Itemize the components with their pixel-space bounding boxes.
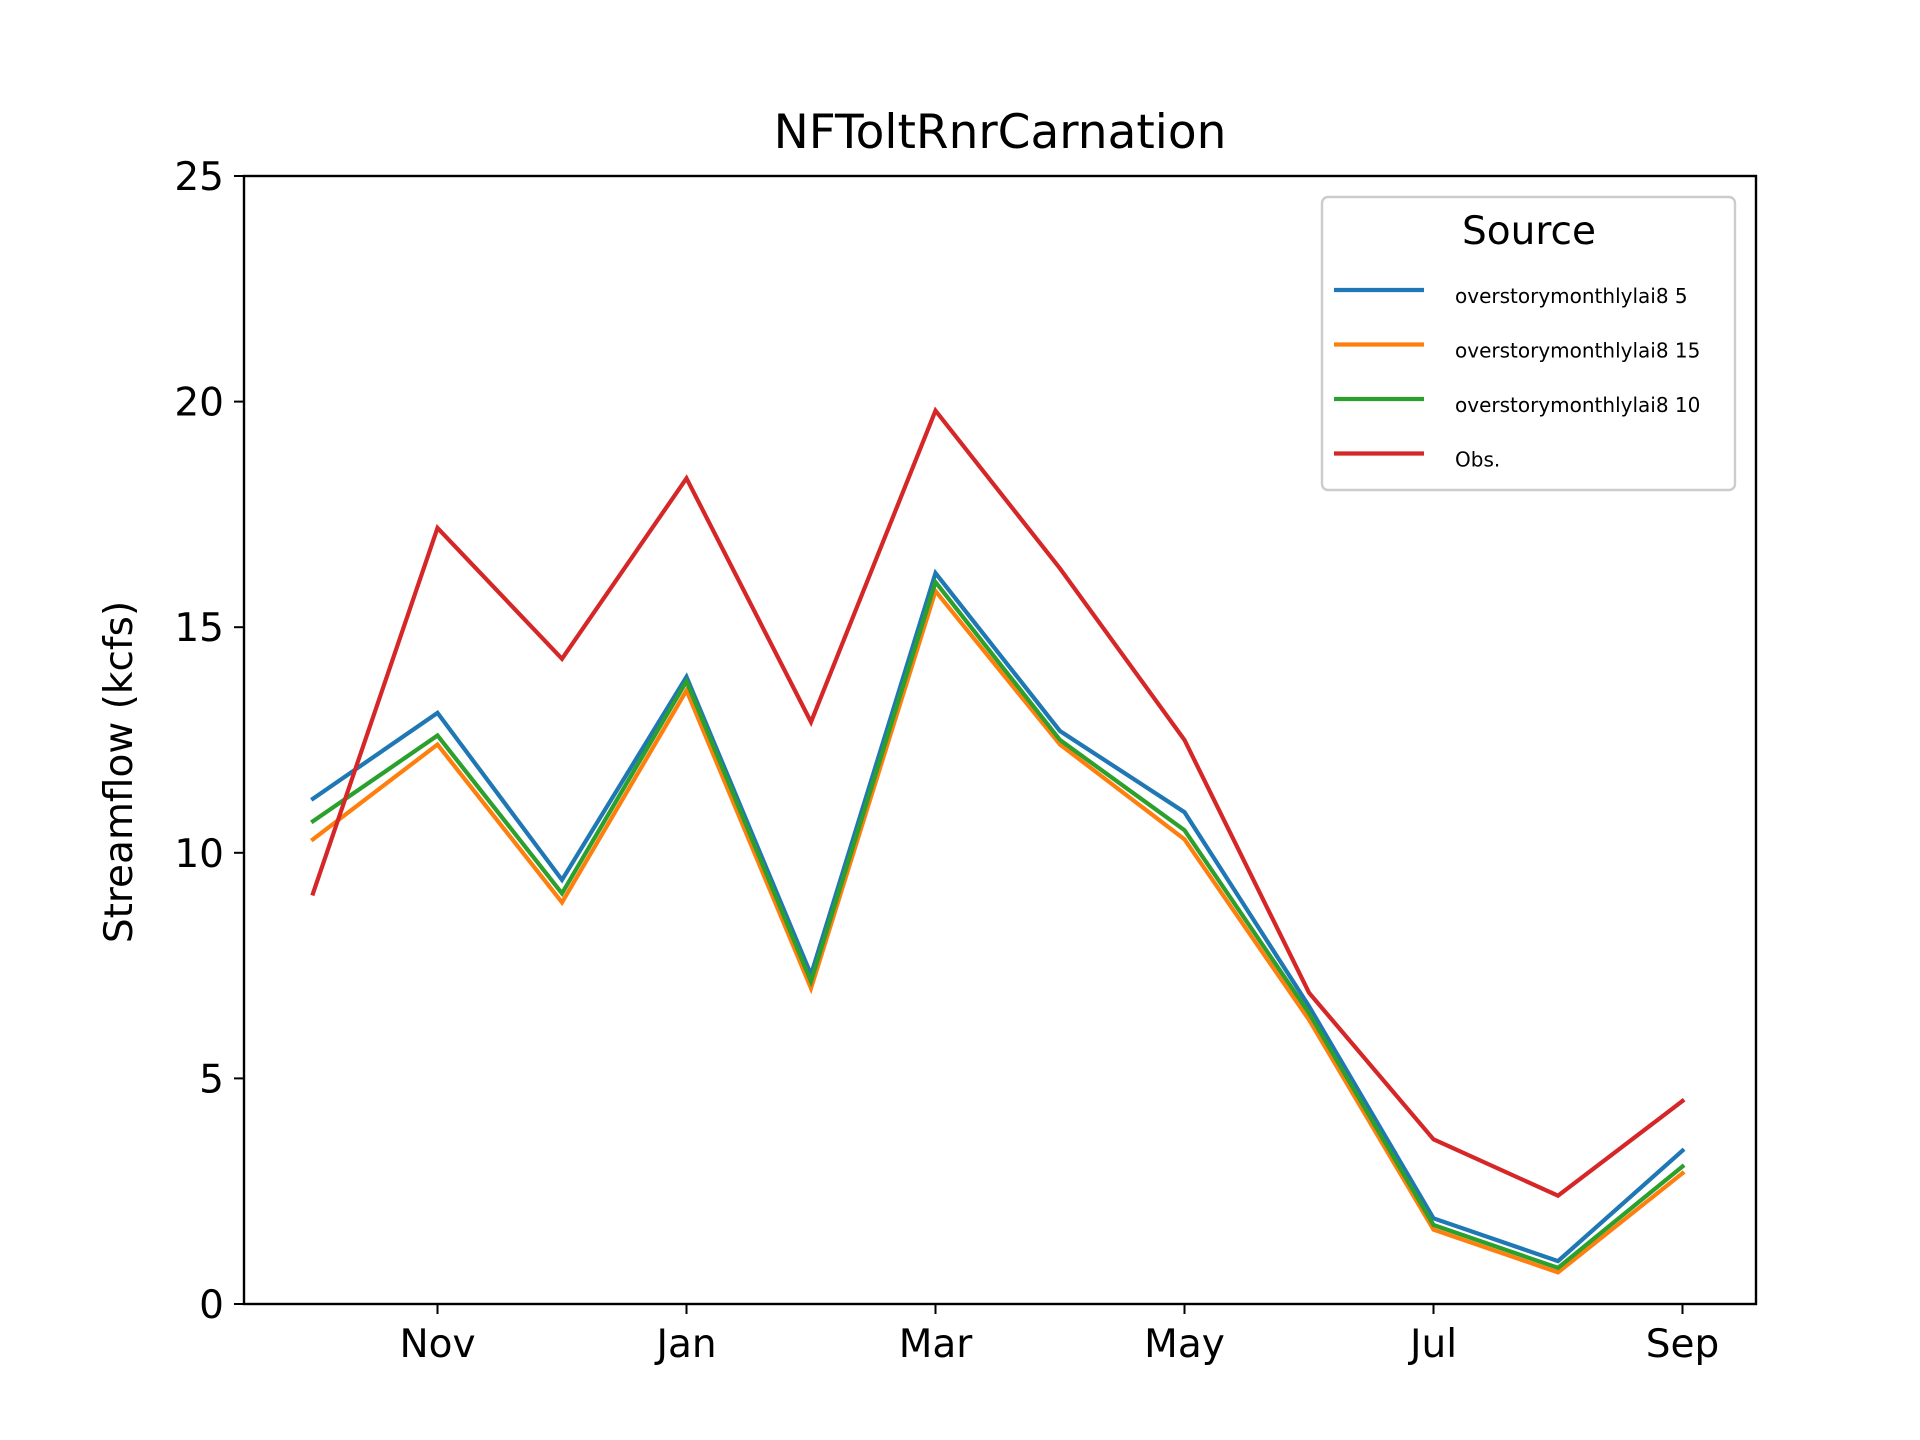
y-tick-label: 15 (174, 606, 224, 651)
x-axis: Nov Jan Mar May Jul Sep (399, 1304, 1719, 1367)
x-tick-label: Mar (899, 1322, 974, 1367)
x-tick-label: Sep (1646, 1322, 1720, 1367)
legend-label: overstorymonthlylai8 10 (1455, 393, 1700, 417)
series-line-1 (310, 568, 1686, 1264)
series-lines (310, 406, 1686, 1275)
y-tick-label: 5 (199, 1057, 224, 1102)
y-tick-label: 10 (174, 832, 224, 877)
y-axis-label: Streamflow (kcfs) (97, 601, 142, 943)
x-tick-label: Jan (653, 1322, 716, 1367)
legend-label: overstorymonthlylai8 5 (1455, 284, 1688, 308)
legend: Source overstorymonthlylai8 5 overstorymo… (1320, 195, 1737, 492)
legend-label: Obs. (1455, 448, 1500, 472)
x-tick-label: May (1144, 1322, 1225, 1367)
x-tick-label: Nov (399, 1322, 475, 1367)
x-tick-label: Jul (1407, 1322, 1457, 1367)
series-line-2 (310, 586, 1686, 1275)
y-tick-label: 25 (174, 155, 224, 200)
chart-title: NFToltRnrCarnation (774, 105, 1227, 160)
legend-box (1320, 195, 1737, 492)
legend-label: overstorymonthlylai8 15 (1455, 339, 1700, 363)
series-line-4 (310, 406, 1686, 1199)
y-tick-label: 0 (199, 1283, 224, 1328)
y-axis: 0 5 10 15 20 25 (174, 155, 244, 1328)
legend-title: Source (1462, 209, 1596, 254)
series-line-3 (310, 577, 1686, 1271)
plot-frame (242, 174, 1758, 1306)
y-tick-label: 20 (174, 381, 224, 426)
